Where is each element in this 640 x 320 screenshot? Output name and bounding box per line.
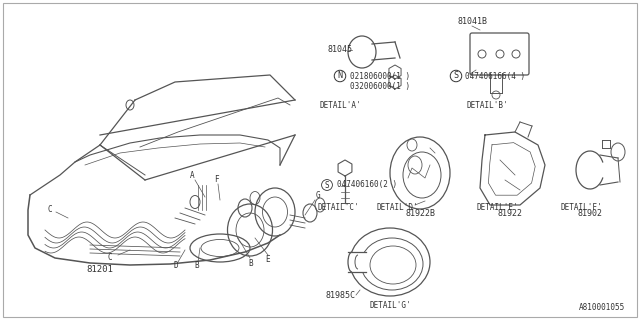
Text: 81922: 81922 bbox=[497, 209, 522, 218]
Text: DETAIL'B': DETAIL'B' bbox=[466, 100, 508, 109]
Text: DETAIL'E': DETAIL'E' bbox=[476, 204, 518, 212]
Text: S: S bbox=[454, 71, 458, 81]
Text: 81201: 81201 bbox=[86, 266, 113, 275]
Text: B: B bbox=[194, 261, 198, 270]
Text: 81902: 81902 bbox=[577, 209, 602, 218]
Text: S: S bbox=[324, 180, 330, 189]
Text: DETAIL'A': DETAIL'A' bbox=[319, 100, 361, 109]
Text: 047406160(2 ): 047406160(2 ) bbox=[337, 180, 397, 189]
Text: 81045: 81045 bbox=[328, 45, 353, 54]
Text: 021806000(1 ): 021806000(1 ) bbox=[350, 71, 410, 81]
Text: 81041B: 81041B bbox=[457, 18, 487, 27]
Text: A: A bbox=[190, 172, 195, 180]
Text: D: D bbox=[173, 261, 178, 270]
Text: 81985C: 81985C bbox=[325, 291, 355, 300]
Text: F: F bbox=[214, 175, 219, 185]
Text: G: G bbox=[316, 191, 321, 201]
Text: DETAIL'F': DETAIL'F' bbox=[560, 204, 602, 212]
Text: N: N bbox=[337, 71, 342, 81]
Text: DETAIL'D': DETAIL'D' bbox=[376, 204, 418, 212]
Text: DETAIL'C': DETAIL'C' bbox=[317, 204, 359, 212]
Text: 81922B: 81922B bbox=[405, 209, 435, 218]
Text: E: E bbox=[265, 255, 269, 265]
Text: 032006000(1 ): 032006000(1 ) bbox=[350, 82, 410, 91]
Text: A810001055: A810001055 bbox=[579, 303, 625, 312]
Text: C: C bbox=[48, 205, 52, 214]
Text: C: C bbox=[108, 252, 113, 261]
Bar bbox=[348, 252, 366, 272]
Text: DETAIL'G': DETAIL'G' bbox=[369, 300, 411, 309]
Text: 047406166(4 ): 047406166(4 ) bbox=[465, 71, 525, 81]
Text: B: B bbox=[248, 259, 253, 268]
